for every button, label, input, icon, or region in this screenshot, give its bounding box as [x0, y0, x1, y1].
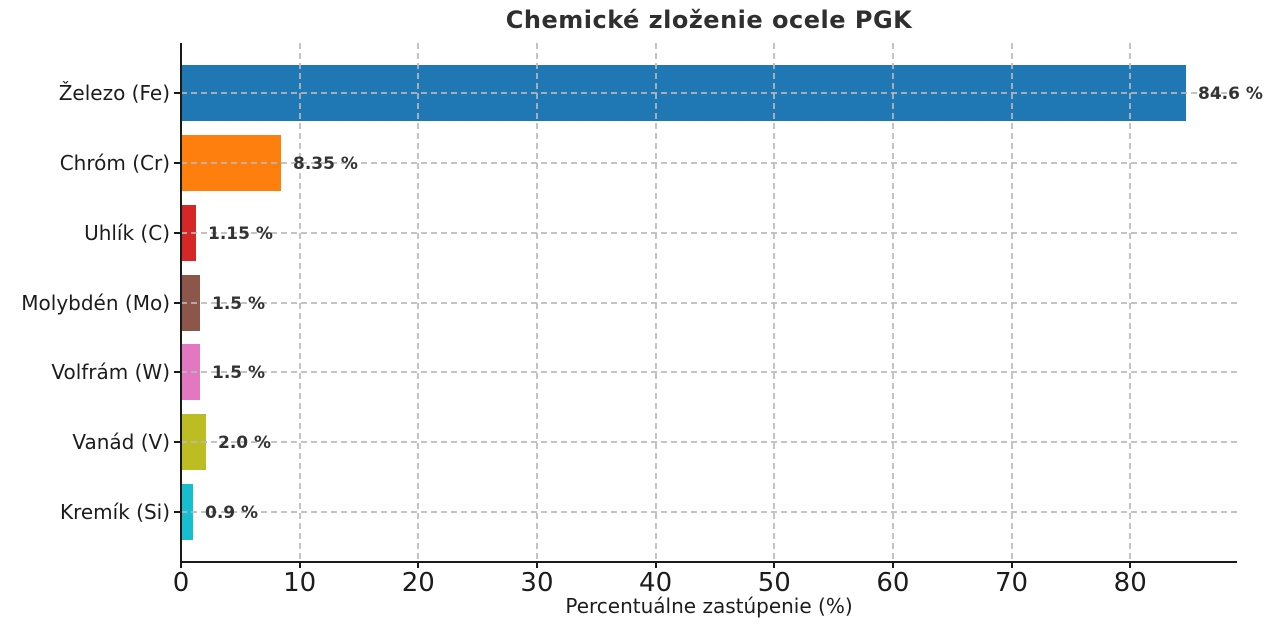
chart-title: Chemické zloženie ocele PGK — [505, 6, 913, 34]
x-tick-label: 10 — [283, 568, 317, 598]
x-tick-label: 60 — [876, 568, 910, 598]
x-tick-mark — [298, 562, 301, 568]
y-gridline — [181, 231, 1237, 234]
x-tick-label: 30 — [520, 568, 554, 598]
x-tick-mark — [773, 562, 776, 568]
x-tick-mark — [654, 562, 657, 568]
value-label: 8.35 % — [293, 153, 358, 174]
x-tick-label: 80 — [1113, 568, 1147, 598]
category-label: Vanád (V) — [72, 430, 170, 455]
x-tick-mark — [1129, 562, 1132, 568]
y-gridline — [181, 161, 1237, 164]
y-tick-mark — [174, 161, 180, 164]
y-gridline — [181, 301, 1237, 304]
x-tick-label: 20 — [401, 568, 435, 598]
x-axis-label: Percentuálne zastúpenie (%) — [565, 594, 853, 618]
x-tick-label: 50 — [757, 568, 791, 598]
category-label: Volfrám (W) — [51, 360, 170, 385]
value-label: 1.5 % — [212, 363, 266, 384]
x-axis-spine — [180, 561, 1237, 563]
x-tick-mark — [417, 562, 420, 568]
y-tick-mark — [174, 371, 180, 374]
x-tick-mark — [1010, 562, 1013, 568]
x-tick-label: 70 — [995, 568, 1029, 598]
value-label: 2.0 % — [218, 433, 272, 454]
y-tick-mark — [174, 231, 180, 234]
x-tick-mark — [535, 562, 538, 568]
value-label: 1.15 % — [208, 223, 273, 244]
y-gridline — [181, 92, 1237, 95]
value-label: 1.5 % — [212, 293, 266, 314]
category-label: Molybdén (Mo) — [21, 290, 170, 315]
x-tick-label: 0 — [172, 568, 190, 598]
category-label: Kremík (Si) — [59, 499, 170, 524]
y-tick-mark — [174, 510, 180, 513]
y-tick-mark — [174, 92, 180, 95]
y-gridline — [181, 441, 1237, 444]
category-label: Chróm (Cr) — [59, 150, 170, 175]
y-tick-mark — [174, 301, 180, 304]
value-label: 0.9 % — [205, 502, 259, 523]
y-axis-spine — [180, 43, 182, 563]
category-label: Uhlík (C) — [84, 220, 170, 245]
x-tick-mark — [891, 562, 894, 568]
y-gridline — [181, 510, 1237, 513]
y-tick-mark — [174, 441, 180, 444]
value-label: 84.6 % — [1198, 84, 1263, 105]
x-tick-label: 40 — [639, 568, 673, 598]
y-gridline — [181, 371, 1237, 374]
x-tick-mark — [180, 562, 182, 568]
category-label: Železo (Fe) — [58, 81, 170, 106]
